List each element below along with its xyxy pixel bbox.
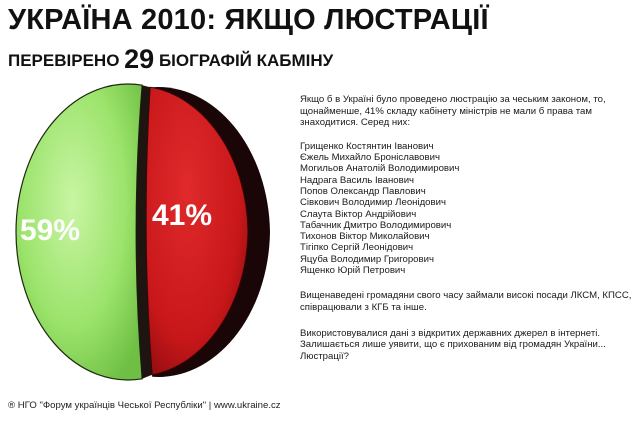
list-item: Сівкович Володимир Леонідович bbox=[300, 197, 446, 209]
pie-slice-red bbox=[145, 86, 249, 376]
list-item: Слаута Віктор Андрійович bbox=[300, 208, 417, 220]
list-item: Яцуба Володимир Григорович bbox=[300, 253, 434, 265]
names-list: Грищенко Костянтин Іванович Єжель Михайл… bbox=[300, 141, 632, 277]
subtitle-prefix: ПЕРЕВІРЕНО bbox=[8, 51, 120, 70]
intro-paragraph: Якщо б в Україні було проведено люстраці… bbox=[300, 94, 606, 129]
list-item: Ященко Юрій Петрович bbox=[300, 265, 406, 277]
slice-label-red: 41% bbox=[152, 199, 212, 232]
text-column: Якщо б в Україні було проведено люстраці… bbox=[300, 94, 632, 362]
pie-slices: 59% 41% bbox=[15, 83, 270, 381]
list-item: Єжель Михайло Броніславович bbox=[300, 152, 440, 164]
subtitle-number: 29 bbox=[124, 44, 155, 74]
page-title: УКРАЇНА 2010: ЯКЩО ЛЮСТРАЦІЇ bbox=[8, 4, 489, 36]
list-item: Надрага Василь Іванович bbox=[300, 174, 415, 186]
sources-paragraph: Використовувалися дані з відкритих держа… bbox=[300, 327, 606, 362]
pie-chart: 59% 41% bbox=[15, 83, 270, 381]
positions-paragraph: Вищенаведені громадяни свого часу займал… bbox=[300, 290, 632, 313]
list-item: Могильов Анатолій Володимирович bbox=[300, 163, 460, 175]
list-item: Тихонов Віктор Миколайович bbox=[300, 231, 430, 243]
subtitle-suffix: БІОГРАФІЙ КАБМІНУ bbox=[158, 51, 334, 70]
list-item: Табачник Дмитро Володимирович bbox=[300, 219, 452, 231]
list-item: Попов Олександр Павлович bbox=[300, 185, 426, 197]
slice-label-green: 59% bbox=[20, 214, 80, 247]
footer-credit: ® НГО "Форум українців Чеської Республік… bbox=[8, 400, 281, 411]
list-item: Тігіпко Сергій Леонідович bbox=[300, 242, 414, 254]
list-item: Грищенко Костянтин Іванович bbox=[300, 140, 434, 152]
page-subtitle: ПЕРЕВІРЕНО 29 БІОГРАФІЙ КАБМІНУ bbox=[8, 44, 333, 75]
pie-slice-separator bbox=[136, 85, 153, 379]
